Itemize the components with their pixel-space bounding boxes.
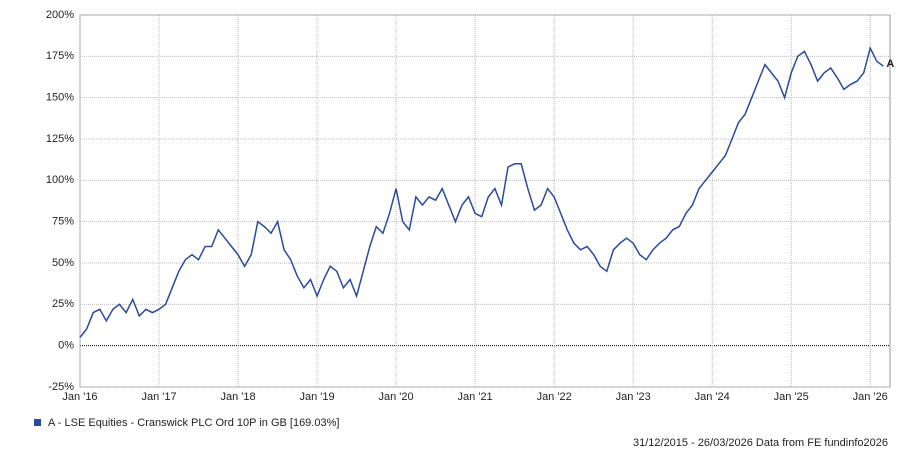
- x-tick-label: Jan '16: [62, 391, 97, 403]
- x-tick-label: Jan '19: [300, 391, 335, 403]
- y-tick-label: 175%: [46, 50, 74, 62]
- x-tick-label: Jan '25: [774, 391, 809, 403]
- legend-swatch: [34, 419, 41, 426]
- legend-label: A - LSE Equities - Cranswick PLC Ord 10P…: [48, 417, 339, 429]
- y-tick-label: 100%: [46, 174, 74, 186]
- x-tick-label: Jan '18: [220, 391, 255, 403]
- y-tick-label: 150%: [46, 92, 74, 104]
- x-tick-label: Jan '24: [695, 391, 730, 403]
- x-tick-label: Jan '21: [458, 391, 493, 403]
- x-tick-label: Jan '20: [379, 391, 414, 403]
- y-tick-label: 200%: [46, 9, 74, 21]
- y-tick-label: 125%: [46, 133, 74, 145]
- y-tick-label: 0%: [58, 340, 74, 352]
- plot-frame: [79, 14, 891, 388]
- y-tick-label: -25%: [48, 381, 74, 393]
- footer: 31/12/2015 - 26/03/2026 Data from FE fun…: [633, 437, 888, 449]
- y-tick-label: 25%: [52, 298, 74, 310]
- x-tick-label: Jan '22: [537, 391, 572, 403]
- end-label: A: [886, 58, 894, 70]
- x-tick-label: Jan '23: [616, 391, 651, 403]
- x-tick-label: Jan '26: [853, 391, 888, 403]
- y-tick-label: 75%: [52, 216, 74, 228]
- x-tick-label: Jan '17: [141, 391, 176, 403]
- y-tick-label: 50%: [52, 257, 74, 269]
- series-line: [79, 45, 884, 338]
